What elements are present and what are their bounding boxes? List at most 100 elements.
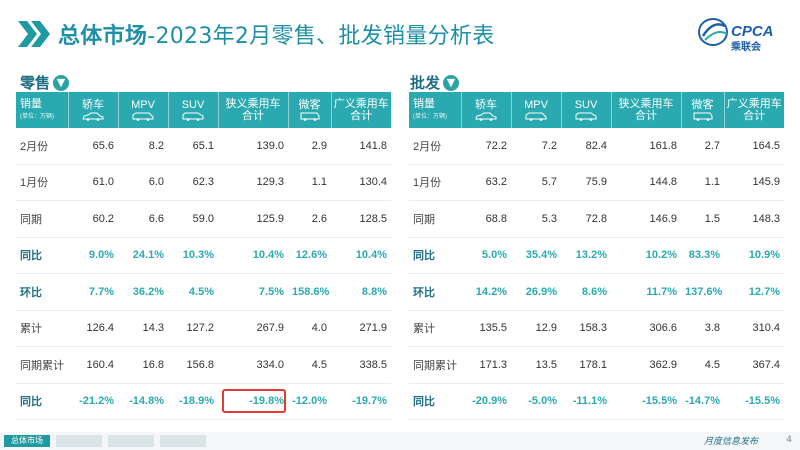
table-cell: 310.4 xyxy=(724,310,784,347)
table-cell: 24.1% xyxy=(118,237,168,274)
corner-label: 销量 xyxy=(413,97,435,110)
table-cell: 13.5 xyxy=(511,346,561,384)
table-cell: 72.2 xyxy=(461,128,511,165)
wholesale-section-label: 批发 ▼ xyxy=(410,72,460,93)
retail-table: 销量 (单位：万辆) 轿车 MPV SUV 狭义乘用车 合计 微客 广义乘用车 合计 2月份 65.… xyxy=(16,92,391,420)
table-cell: -12.0% xyxy=(288,383,331,420)
table-cell: -5.0% xyxy=(511,383,561,420)
table-cell: -15.5% xyxy=(724,383,784,420)
unit-label: (单位：万辆) xyxy=(413,113,447,120)
table-cell: 160.4 xyxy=(68,346,118,384)
table-cell: 271.9 xyxy=(331,310,391,347)
retail-body: 2月份 65.6 8.2 65.1 139.0 2.9 141.8 1月份 61.0 6.0 62.… xyxy=(16,128,391,420)
column-header-text: 合计 xyxy=(242,110,264,122)
table-row: 环比 7.7% 36.2% 4.5% 7.5% 158.6% 8.8% xyxy=(16,273,391,311)
table-cell: 164.5 xyxy=(724,128,784,165)
table-cell: 5.0% xyxy=(461,237,511,274)
table-cell: 127.2 xyxy=(168,310,218,347)
unit-label: (单位：万辆) xyxy=(20,113,54,120)
table-cell: 6.0 xyxy=(118,164,168,201)
footer-tab-overall-market[interactable]: 总体市场 xyxy=(4,435,50,447)
column-header-text: SUV xyxy=(574,99,598,111)
table-row: 同期累计 160.4 16.8 156.8 334.0 4.5 338.5 xyxy=(16,346,391,384)
column-header: 狭义乘用车 合计 xyxy=(611,92,682,128)
table-row: 同期 68.8 5.3 72.8 146.9 1.5 148.3 xyxy=(409,200,784,238)
footer-note: 月度信息发布 xyxy=(703,437,758,447)
table-cell: -11.1% xyxy=(561,383,611,420)
table-cell: 125.9 xyxy=(218,200,288,238)
table-cell: 68.8 xyxy=(461,200,511,238)
table-cell: 2.6 xyxy=(288,200,331,238)
table-cell: -14.8% xyxy=(118,383,168,420)
table-cell: 137.6% xyxy=(681,273,724,311)
table-cell: 2.7 xyxy=(681,128,724,165)
footer-tab-4[interactable] xyxy=(160,435,206,447)
table-cell: 178.1 xyxy=(561,346,611,384)
column-header: 广义乘用车 合计 xyxy=(331,92,391,128)
table-cell: 72.8 xyxy=(561,200,611,238)
column-header-text: SUV xyxy=(181,99,205,111)
table-cell: 4.5 xyxy=(288,346,331,384)
table-cell: 14.2% xyxy=(461,273,511,311)
chevron-double-right-icon xyxy=(18,21,50,47)
column-header: 微客 xyxy=(681,92,725,128)
table-cell: 128.5 xyxy=(331,200,391,238)
column-header: SUV xyxy=(168,92,219,128)
column-header-text: 微客 xyxy=(298,99,321,111)
table-cell: 75.9 xyxy=(561,164,611,201)
column-header: 微客 xyxy=(288,92,332,128)
column-header-text: 微客 xyxy=(691,99,714,111)
table-row: 累计 126.4 14.3 127.2 267.9 4.0 271.9 xyxy=(16,310,391,347)
row-label: 累计 xyxy=(409,310,461,347)
table-cell: 65.1 xyxy=(168,128,218,165)
table-cell: 5.3 xyxy=(511,200,561,238)
footer-tab-2[interactable] xyxy=(56,435,102,447)
table-cell: 9.0% xyxy=(68,237,118,274)
column-header-text: 合计 xyxy=(635,110,657,122)
table-cell: 10.3% xyxy=(168,237,218,274)
arrow-down-circle-icon: ▼ xyxy=(443,74,460,91)
mpv-car-icon xyxy=(132,112,154,121)
corner-header: 销量 (单位：万辆) xyxy=(409,92,462,128)
table-cell: 2.9 xyxy=(288,128,331,165)
table-cell: 7.5% xyxy=(218,273,288,311)
column-header: 轿车 xyxy=(461,92,512,128)
table-cell: 161.8 xyxy=(611,128,681,165)
footer-bar: 总体市场 月度信息发布 4 xyxy=(0,432,800,450)
table-cell: 129.3 xyxy=(218,164,288,201)
suv-car-icon xyxy=(182,112,204,121)
row-label: 同期 xyxy=(16,200,68,238)
footer-tab-3[interactable] xyxy=(108,435,154,447)
table-cell: 63.2 xyxy=(461,164,511,201)
wholesale-body: 2月份 72.2 7.2 82.4 161.8 2.7 164.5 1月份 63.2 5.7 75.… xyxy=(409,128,784,420)
column-header-text: 轿车 xyxy=(475,99,497,111)
table-cell: 4.5% xyxy=(168,273,218,311)
row-label: 同比 xyxy=(409,383,461,420)
column-header-text: 广义乘用车 xyxy=(726,98,782,110)
table-cell: -18.9% xyxy=(168,383,218,420)
table-cell: 59.0 xyxy=(168,200,218,238)
table-cell: 10.2% xyxy=(611,237,681,274)
column-header-text: MPV xyxy=(131,99,155,111)
row-label: 同期累计 xyxy=(409,346,461,384)
table-cell: 1.1 xyxy=(681,164,724,201)
table-row: 同期累计 171.3 13.5 178.1 362.9 4.5 367.4 xyxy=(409,346,784,384)
sedan-car-icon xyxy=(82,112,104,121)
minivan-car-icon xyxy=(693,112,712,121)
svg-text:CPCA: CPCA xyxy=(731,23,774,40)
table-cell: 145.9 xyxy=(724,164,784,201)
column-header: 轿车 xyxy=(68,92,119,128)
table-cell: 13.2% xyxy=(561,237,611,274)
logo-subtitle: 乘联会 xyxy=(731,42,761,53)
row-label: 累计 xyxy=(16,310,68,347)
table-cell: 362.9 xyxy=(611,346,681,384)
table-row: 同比 5.0% 35.4% 13.2% 10.2% 83.3% 10.9% xyxy=(409,237,784,274)
table-cell: 171.3 xyxy=(461,346,511,384)
column-header-text: 合计 xyxy=(743,110,766,122)
table-row: 同比 9.0% 24.1% 10.3% 10.4% 12.6% 10.4% xyxy=(16,237,391,274)
table-cell: 4.0 xyxy=(288,310,331,347)
table-cell: 267.9 xyxy=(218,310,288,347)
row-label: 同期累计 xyxy=(16,346,68,384)
table-cell: 62.3 xyxy=(168,164,218,201)
table-row: 1月份 63.2 5.7 75.9 144.8 1.1 145.9 xyxy=(409,164,784,201)
